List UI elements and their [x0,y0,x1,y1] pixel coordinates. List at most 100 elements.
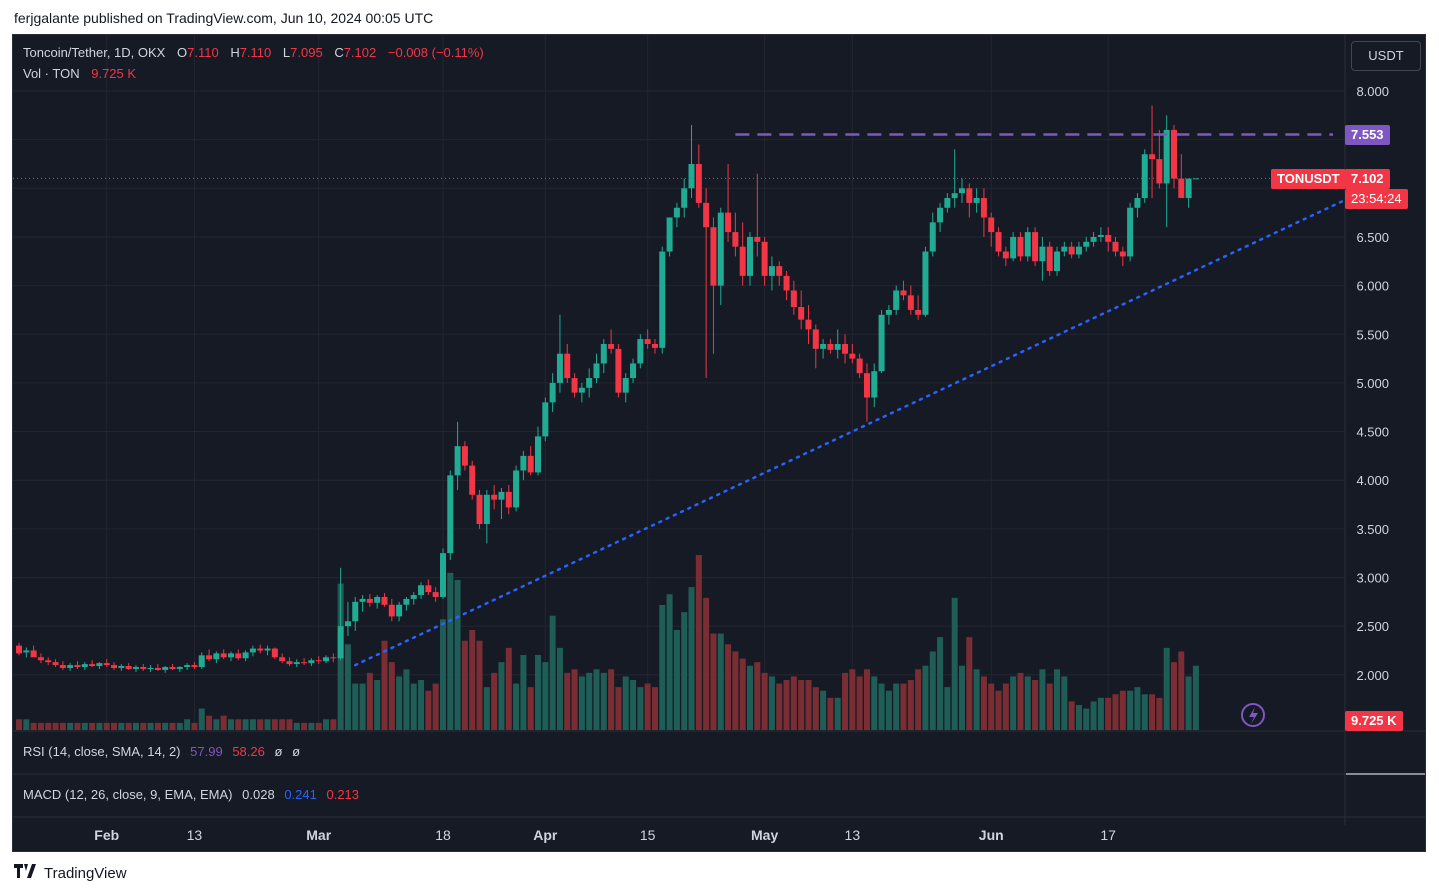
rsi-label[interactable]: RSI (14, close, SMA, 14, 2) [23,744,181,759]
candle-body [403,598,410,605]
volume-bar [973,669,980,730]
symbol-tag: TONUSDT [1271,169,1346,189]
time-tick-label: 13 [845,827,861,843]
volume-bar [447,572,454,730]
volume-bar [242,719,249,730]
candle-body [359,598,366,602]
candle-body [454,446,461,476]
candle-body [279,657,286,662]
volume-bar [1090,701,1097,730]
candle-body [344,621,351,627]
volume-bar [227,719,234,730]
volume-bar [23,719,30,730]
candle-body [191,665,198,668]
volume-bar [732,651,739,730]
volume-bar [323,719,330,730]
macd-histogram-value: 0.028 [242,787,275,802]
volume-bar [410,683,417,730]
candle-body [45,660,52,663]
candle-body [988,217,995,233]
candle-body [600,343,607,364]
volume-bar [556,647,563,730]
candle-body [520,455,527,471]
symbol-legend: Toncoin/Tether, 1D, OKX O7.110 H7.110 L7… [23,45,484,60]
high-value: 7.110 [239,45,272,60]
chart-frame[interactable]: 8.0007.5007.0006.5006.0005.5005.0004.500… [12,34,1426,852]
volume-bar [454,580,461,730]
volume-label[interactable]: Vol · TON [23,66,80,81]
candle-body [776,266,783,276]
candle-body [469,465,476,495]
candle-body [586,378,593,388]
candle-body [176,667,183,669]
candle-body [1024,232,1031,257]
volume-bar [330,719,337,730]
volume-bar [279,719,286,730]
volume-bar [1054,669,1061,730]
volume-bar [1046,683,1053,730]
volume-tag: 9.725 K [1345,711,1403,731]
volume-bar [154,722,161,730]
currency-button[interactable]: USDT [1351,41,1421,71]
volume-bar [96,722,103,730]
candle-body [235,653,242,659]
volume-bar [673,630,680,730]
volume-bar [140,722,147,730]
volume-bar [608,669,615,730]
macd-signal-value: 0.213 [326,787,360,802]
symbol-name[interactable]: Toncoin/Tether, 1D, OKX [23,45,166,60]
time-tick-label: Jun [979,827,1004,843]
candle-body [505,491,512,508]
chart-canvas[interactable]: 8.0007.5007.0006.5006.0005.5005.0004.500… [13,35,1425,851]
volume-bar [249,719,256,730]
price-axis[interactable]: 8.0007.5007.0006.5006.0005.5005.0004.500… [1344,35,1389,825]
price-tick-label: 4.500 [1356,425,1389,440]
volume-bar [790,676,797,730]
volume-bar [461,640,468,730]
countdown-tag: 23:54:24 [1345,189,1408,209]
volume-bar [388,662,395,730]
volume-bar [439,619,446,730]
candle-body [513,470,520,508]
volume-bar [578,676,585,730]
candle-body [315,660,322,662]
candle-body [783,275,790,291]
volume-bar [16,719,22,730]
candle-body [681,188,688,208]
candle-body [1061,246,1068,252]
candle-body [118,666,125,668]
volume-bar [176,722,183,730]
volume-bar [52,722,59,730]
price-tick-label: 3.000 [1356,571,1389,586]
volume-bar [1061,676,1068,730]
candle-body [622,378,629,393]
candle-body [995,232,1002,252]
volume-bar [768,676,775,730]
volume-bar [505,647,512,730]
volume-bar [856,676,863,730]
volume-bar [776,683,783,730]
volume-bar [1178,651,1185,730]
candle-body [754,236,761,242]
volume-bar [900,683,907,730]
change-value: −0.008 (−0.11%) [387,45,484,60]
candle-body [323,657,330,662]
volume-bar [988,683,995,730]
price-tick-label: 6.500 [1356,230,1389,245]
volume-bar [885,690,892,730]
drawings [13,133,1345,727]
candle-body [147,667,154,669]
macd-label[interactable]: MACD (12, 26, close, 9, EMA, EMA) [23,787,233,802]
volume-bar [147,722,154,730]
candle-body [388,604,395,617]
volume-bar [1032,680,1039,730]
open-label: O [176,45,188,60]
price-tick-label: 2.000 [1356,668,1389,683]
close-value: 7.102 [343,45,377,60]
volume-bar [615,687,622,730]
candle-body [396,604,403,617]
time-axis[interactable]: Feb 13 Mar 18 Apr 15 May 13 Jun 17 [94,827,1116,843]
volume-bar [89,722,96,730]
volume-bar [1024,676,1031,730]
volume-bar [1112,694,1119,730]
